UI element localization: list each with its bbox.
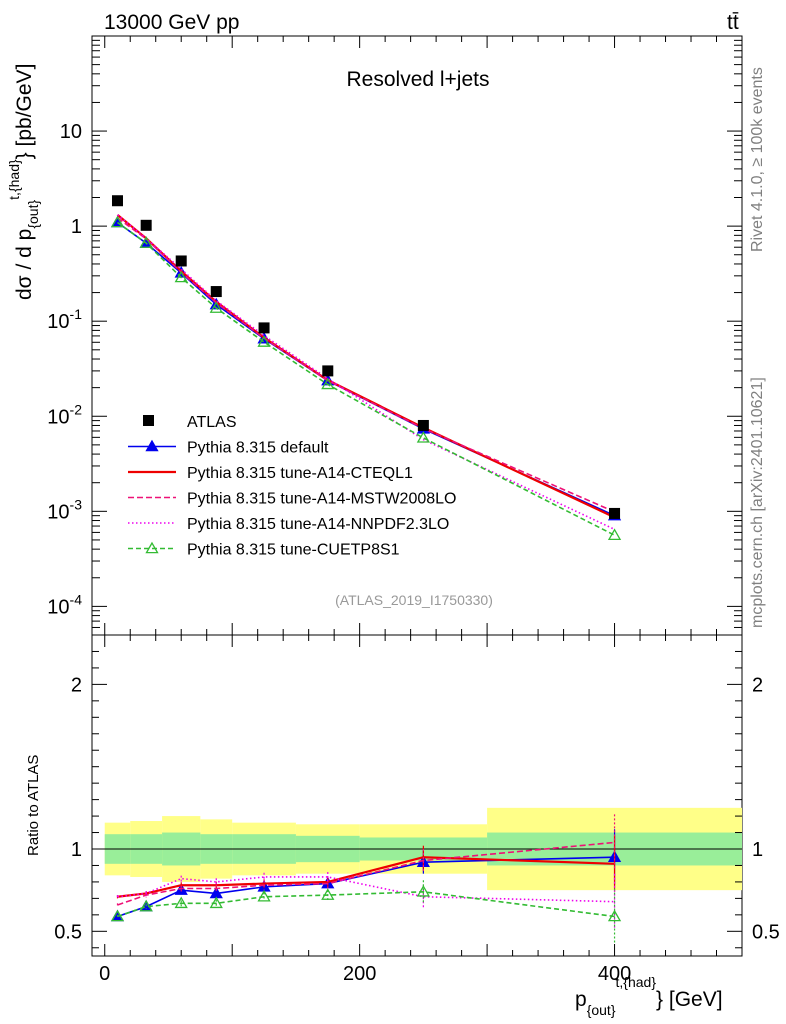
ratio-axis-title: Ratio to ATLAS — [25, 755, 42, 856]
series-point-ratio — [209, 896, 223, 909]
series-point-main — [416, 431, 430, 443]
ratio-tick-label-right: 2 — [752, 674, 763, 696]
series-point-main — [257, 335, 271, 347]
series-point-main — [110, 215, 125, 228]
series-point-ratio — [257, 889, 271, 902]
y-tick-label: 10-3 — [47, 496, 82, 523]
legend-label: Pythia 8.315 tune-A14-MSTW2008LO — [187, 491, 456, 508]
y-tick-exponent: -3 — [70, 496, 83, 512]
x-axis-title-unit: } [GeV] — [656, 988, 723, 1011]
x-axis-title-main: p — [575, 988, 587, 1011]
legend-marker — [145, 439, 159, 452]
analysis-label: (ATLAS_2019_I1750330) — [335, 592, 493, 608]
y-tick-label: 10 — [60, 121, 82, 143]
series-point-ratio — [607, 909, 622, 922]
ratio-tick-label-right: 1 — [752, 839, 763, 861]
y-tick-base: 10 — [47, 406, 69, 428]
ratio-y-ticks — [92, 650, 742, 949]
x-axis-title-sub: {out} — [587, 1002, 616, 1018]
series-point-main — [139, 236, 153, 248]
atlas-point — [609, 507, 621, 519]
legend-label: Pythia 8.315 tune-A14-CTEQL1 — [187, 465, 413, 482]
y-tick-base: 10 — [47, 311, 69, 333]
x-tick-label: 0 — [99, 963, 110, 985]
series-point-ratio — [139, 899, 153, 912]
legend: ATLAS Pythia 8.315 default Pythia 8.315 tu… — [128, 414, 456, 559]
x-axis-ticks — [104, 36, 743, 956]
y-tick-label: 10-4 — [47, 591, 82, 618]
ratio-axes-box — [91, 634, 743, 957]
series-4 — [116, 214, 616, 930]
atlas-point — [322, 365, 334, 377]
series-point-ratio — [174, 896, 188, 909]
y-tick-exponent: -2 — [70, 401, 83, 417]
source-label: mcplots.cern.ch [arXiv:2401.10621] — [749, 377, 766, 628]
y-tick-exponent: -1 — [70, 306, 83, 322]
series-line-ratio — [117, 890, 615, 918]
series-5 — [110, 215, 622, 945]
series-3 — [116, 217, 616, 907]
series-line-main — [116, 214, 615, 531]
series-point-main — [321, 377, 335, 390]
x-tick-label: 400 — [598, 963, 631, 985]
x-tick-label: 200 — [343, 963, 376, 985]
ratio-tick-label: 0.5 — [54, 921, 82, 943]
legend-marker — [145, 541, 159, 554]
legend-atlas-label: ATLAS — [187, 414, 237, 431]
legend-label: Pythia 8.315 tune-CUETP8S1 — [187, 542, 400, 559]
energy-label: 13000 GeV pp — [104, 11, 239, 34]
series-line-ratio — [117, 841, 615, 906]
y-tick-label: 10-2 — [47, 401, 82, 428]
y-axis-title: dσ / d p{out}t,{had}} [pb/GeV] — [6, 64, 41, 300]
ratio-tick-label: 2 — [71, 674, 82, 696]
series-point-ratio — [416, 884, 430, 897]
atlas-point — [111, 195, 123, 207]
series-line-main — [117, 217, 615, 513]
atlas-data-points — [111, 195, 621, 519]
y-axis-ticks — [92, 35, 742, 636]
series-point-ratio — [321, 888, 335, 900]
atlas-point — [140, 219, 152, 231]
y-tick-label: 1 — [71, 216, 82, 238]
series-line-ratio — [117, 856, 615, 898]
series-point-main — [209, 301, 223, 313]
plot-title: Resolved l+jets — [347, 68, 490, 91]
y-axis-title-sup: t,{had} — [6, 159, 22, 200]
y-tick-base: 10 — [47, 501, 69, 523]
x-axis-title: p{out}t,{had}} [GeV] — [575, 974, 723, 1018]
atlas-point — [417, 419, 429, 431]
atlas-point — [258, 322, 270, 334]
y-tick-base: 10 — [47, 596, 69, 618]
series-line-ratio — [117, 856, 615, 918]
y-tick-exponent: -4 — [70, 591, 83, 607]
atlas-point — [210, 286, 222, 298]
atlas-point — [175, 255, 187, 267]
y-axis-title-unit: } [pb/GeV] — [13, 64, 36, 160]
series-line-main — [117, 221, 615, 536]
rivet-label: Rivet 4.1.0, ≥ 100k events — [749, 67, 766, 252]
ratio-tick-label-right: 0.5 — [752, 921, 780, 943]
series-point-ratio — [110, 909, 125, 922]
process-label: tt̄ — [727, 11, 739, 34]
x-axis-title-sup: t,{had} — [616, 974, 657, 990]
legend-label: Pythia 8.315 default — [187, 440, 329, 457]
ratio-plot-frame — [91, 634, 743, 957]
series-point-main — [607, 528, 622, 540]
legend-atlas-marker — [143, 415, 154, 426]
y-axis-title-main: dσ / d p — [13, 229, 36, 300]
ratio-tick-label: 1 — [71, 839, 82, 861]
y-tick-label: 10-1 — [47, 306, 82, 333]
legend-label: Pythia 8.315 tune-A14-NNPDF2.3LO — [187, 516, 449, 533]
series-point-main — [174, 270, 188, 283]
y-axis-title-sub: {out} — [25, 200, 41, 229]
